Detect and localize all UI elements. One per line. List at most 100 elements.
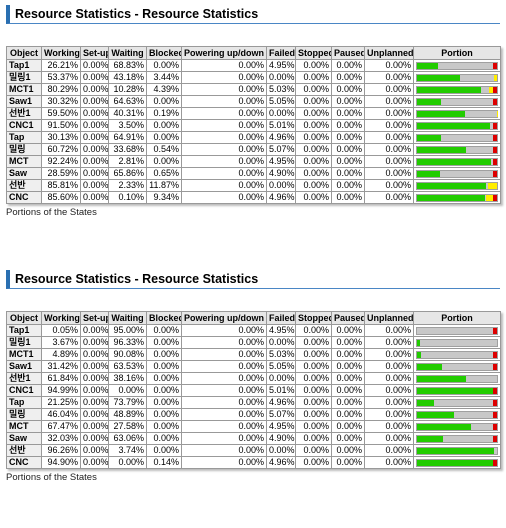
- paused-cell: 0.00%: [331, 408, 365, 421]
- object-cell: Saw1: [6, 360, 42, 373]
- failed-cell: 5.01%: [266, 119, 296, 132]
- working-segment: [417, 447, 494, 454]
- table-body: Tap1 26.21% 0.00% 68.83% 0.00% 0.00% 4.95% 0.00…: [6, 59, 501, 204]
- portion-cell: [413, 179, 501, 192]
- object-cell: Tap: [6, 396, 42, 409]
- waiting-cell: 65.86%: [108, 167, 147, 180]
- unplanned-cell: 0.00%: [364, 456, 414, 469]
- column-header: Paused: [331, 311, 365, 325]
- blocked-cell: 0.00%: [146, 384, 182, 397]
- working-cell: 0.05%: [41, 324, 81, 337]
- column-header: Failed: [266, 46, 296, 60]
- working-segment: [417, 375, 467, 382]
- unplanned-cell: 0.00%: [364, 83, 414, 96]
- portion-bar: [416, 326, 498, 335]
- failed-segment: [492, 86, 497, 93]
- table-row: CNC 85.60% 0.00% 0.10% 9.34% 0.00% 4.96% 0.00% 0…: [6, 191, 501, 204]
- working-cell: 94.90%: [41, 456, 81, 469]
- blocked-cell: 0.00%: [146, 324, 182, 337]
- unplanned-cell: 0.00%: [364, 396, 414, 409]
- working-cell: 21.25%: [41, 396, 81, 409]
- column-header: Unplanned: [364, 46, 414, 60]
- table-caption: Portions of the States: [6, 207, 97, 218]
- unplanned-cell: 0.00%: [364, 59, 414, 72]
- unplanned-cell: 0.00%: [364, 167, 414, 180]
- powering-cell: 0.00%: [181, 396, 267, 409]
- paused-cell: 0.00%: [331, 420, 365, 433]
- column-header: Unplanned: [364, 311, 414, 325]
- working-cell: 31.42%: [41, 360, 81, 373]
- portion-cell: [413, 336, 501, 349]
- portion-cell: [413, 71, 501, 84]
- working-segment: [417, 158, 491, 165]
- failed-segment: [493, 459, 497, 466]
- working-segment: [417, 170, 440, 177]
- unplanned-cell: 0.00%: [364, 360, 414, 373]
- portion-bar: [416, 85, 498, 94]
- stopped-cell: 0.00%: [295, 324, 332, 337]
- object-cell: 선반: [6, 444, 42, 457]
- object-cell: CNC: [6, 191, 42, 204]
- working-segment: [417, 122, 491, 129]
- statistics-section-1: Resource Statistics - Resource Statistic…: [6, 5, 501, 218]
- failed-segment: [493, 423, 497, 430]
- setup-cell: 0.00%: [80, 119, 109, 132]
- paused-cell: 0.00%: [331, 119, 365, 132]
- stopped-cell: 0.00%: [295, 107, 332, 120]
- working-segment: [417, 110, 465, 117]
- failed-segment: [493, 158, 497, 165]
- working-cell: 30.32%: [41, 95, 81, 108]
- setup-cell: 0.00%: [80, 456, 109, 469]
- portion-bar: [416, 181, 498, 190]
- failed-segment: [492, 98, 497, 105]
- working-cell: 96.26%: [41, 444, 81, 457]
- working-cell: 60.72%: [41, 143, 81, 156]
- portion-cell: [413, 143, 501, 156]
- powering-cell: 0.00%: [181, 324, 267, 337]
- waiting-cell: 33.68%: [108, 143, 147, 156]
- object-cell: 밀링: [6, 143, 42, 156]
- portion-bar: [416, 169, 498, 178]
- object-cell: 밀링1: [6, 71, 42, 84]
- column-header: Object: [6, 311, 42, 325]
- blocked-cell: 0.00%: [146, 408, 182, 421]
- blocked-segment: [494, 74, 497, 81]
- table-body: Tap1 0.05% 0.00% 95.00% 0.00% 0.00% 4.95% 0.00%…: [6, 324, 501, 469]
- blocked-cell: 0.65%: [146, 167, 182, 180]
- portion-bar: [416, 386, 498, 395]
- table-row: MCT1 80.29% 0.00% 10.28% 4.39% 0.00% 5.03% 0.00…: [6, 83, 501, 96]
- working-segment: [417, 134, 442, 141]
- table-row: CNC1 94.99% 0.00% 0.00% 0.00% 0.00% 5.01% 0.00%…: [6, 384, 501, 397]
- object-cell: 밀링1: [6, 336, 42, 349]
- failed-cell: 4.96%: [266, 131, 296, 144]
- working-segment: [417, 363, 443, 370]
- working-segment: [417, 339, 420, 346]
- powering-cell: 0.00%: [181, 384, 267, 397]
- unplanned-cell: 0.00%: [364, 384, 414, 397]
- table-row: 밀링 60.72% 0.00% 33.68% 0.54% 0.00% 5.07% 0.00% 0…: [6, 143, 501, 156]
- portion-bar: [416, 109, 498, 118]
- waiting-cell: 68.83%: [108, 59, 147, 72]
- paused-cell: 0.00%: [331, 155, 365, 168]
- failed-cell: 0.00%: [266, 107, 296, 120]
- working-segment: [417, 399, 434, 406]
- column-header: Waiting: [108, 311, 147, 325]
- stopped-cell: 0.00%: [295, 167, 332, 180]
- stopped-cell: 0.00%: [295, 348, 332, 361]
- table-row: Tap1 0.05% 0.00% 95.00% 0.00% 0.00% 4.95% 0.00%…: [6, 324, 501, 337]
- portion-cell: [413, 432, 501, 445]
- powering-cell: 0.00%: [181, 95, 267, 108]
- setup-cell: 0.00%: [80, 131, 109, 144]
- object-cell: Tap: [6, 131, 42, 144]
- unplanned-cell: 0.00%: [364, 119, 414, 132]
- unplanned-cell: 0.00%: [364, 372, 414, 385]
- blocked-cell: 3.44%: [146, 71, 182, 84]
- object-cell: MCT1: [6, 348, 42, 361]
- resource-statistics-table: Object Working Set-up Waiting Blocked Powerin…: [6, 311, 501, 469]
- section-title: Resource Statistics - Resource Statistic…: [6, 270, 500, 289]
- table-row: Saw 28.59% 0.00% 65.86% 0.65% 0.00% 4.90% 0.00%…: [6, 167, 501, 180]
- working-segment: [417, 459, 493, 466]
- waiting-cell: 3.74%: [108, 444, 147, 457]
- stopped-cell: 0.00%: [295, 95, 332, 108]
- portion-bar: [416, 410, 498, 419]
